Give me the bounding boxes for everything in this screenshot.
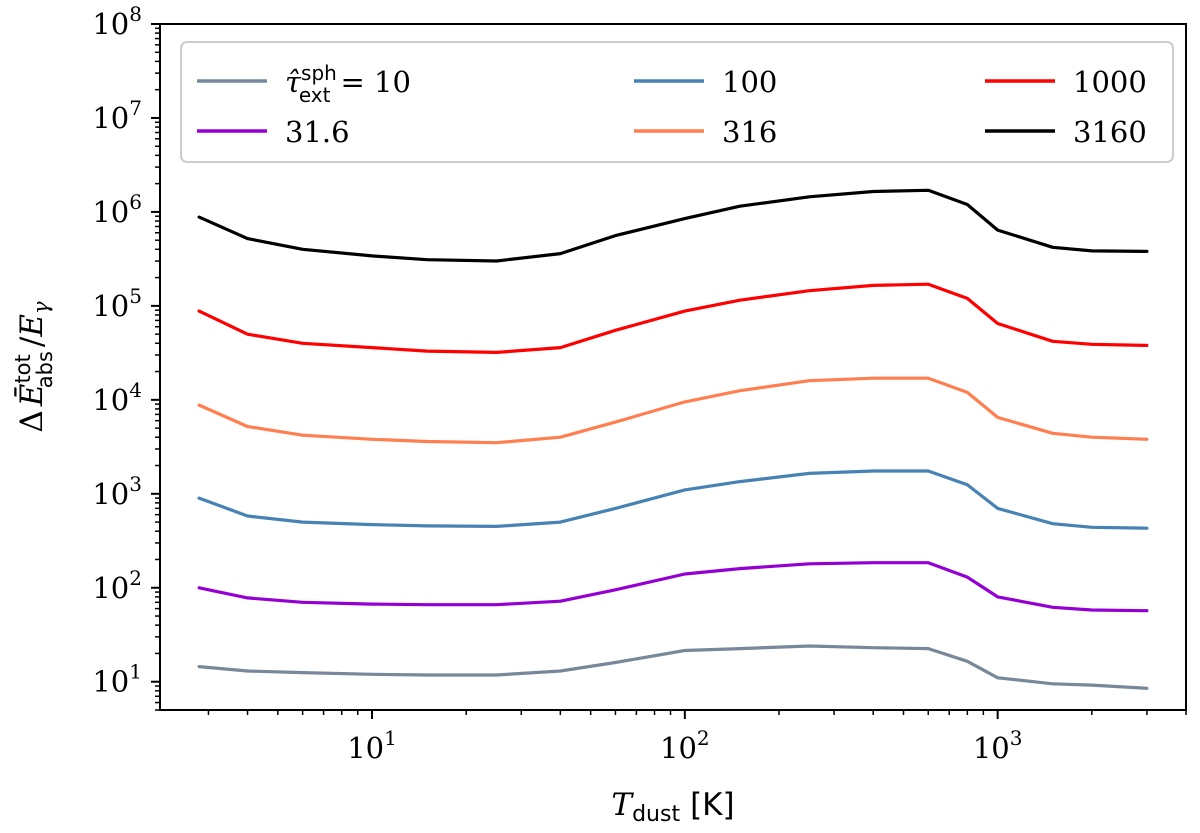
y-axis-subscript2: γ (29, 301, 53, 314)
y-axis-symbol: Ē (13, 383, 50, 407)
legend: τ̂sph ext = 10 31.6 100 316 1000 3160 (180, 41, 1174, 163)
x-tick-label: 102 (660, 726, 710, 765)
x-axis-unit: [K] (690, 787, 735, 823)
y-tick-label: 107 (92, 96, 142, 135)
tick-layer: 101 102 103 101 102 103 104 105 106 107 108 (92, 2, 1187, 765)
x-axis-title: Tdust [K] (611, 787, 734, 827)
y-tick-label: 108 (92, 2, 142, 41)
legend-label-1000: 1000 (1073, 65, 1147, 99)
y-axis-slash: / (14, 336, 50, 347)
x-axis-symbol: T (611, 787, 634, 823)
plot-frame (159, 23, 1187, 711)
series-line-100 (197, 469, 1149, 530)
y-axis-title: ΔĒtotabs /Eγ (11, 301, 57, 433)
y-axis-subscript: abs (33, 351, 57, 388)
y-tick-label: 103 (92, 472, 142, 511)
x-axis-subscript: dust (632, 802, 680, 827)
series-line-316 (197, 376, 1149, 445)
y-tick-label: 105 (92, 284, 142, 323)
legend-label-3160: 3160 (1073, 115, 1147, 149)
y-tick-label: 106 (92, 190, 142, 229)
y-axis-title-group: ΔĒtotabs /Eγ (11, 301, 57, 433)
x-tick-label: 103 (973, 726, 1023, 765)
y-axis-superscript: tot (11, 354, 35, 383)
series-layer (197, 188, 1149, 690)
legend-label-31-6: 31.6 (285, 115, 350, 149)
y-tick-label: 104 (92, 378, 142, 417)
y-tick-label: 101 (92, 660, 142, 699)
legend-label-10: τ̂sph ext = 10 (285, 61, 411, 107)
x-tick-label: 101 (347, 726, 397, 765)
series-line-10 (197, 644, 1149, 690)
series-line-1000 (197, 282, 1149, 354)
y-axis-symbol2: E (14, 314, 50, 338)
series-line-3160 (197, 188, 1149, 263)
legend-label-100: 100 (722, 65, 777, 99)
legend-box (180, 41, 1174, 163)
legend-label-316: 316 (722, 115, 777, 149)
series-line-31-6 (197, 561, 1149, 613)
y-tick-label: 102 (92, 566, 142, 605)
y-axis-delta: Δ (14, 410, 50, 432)
